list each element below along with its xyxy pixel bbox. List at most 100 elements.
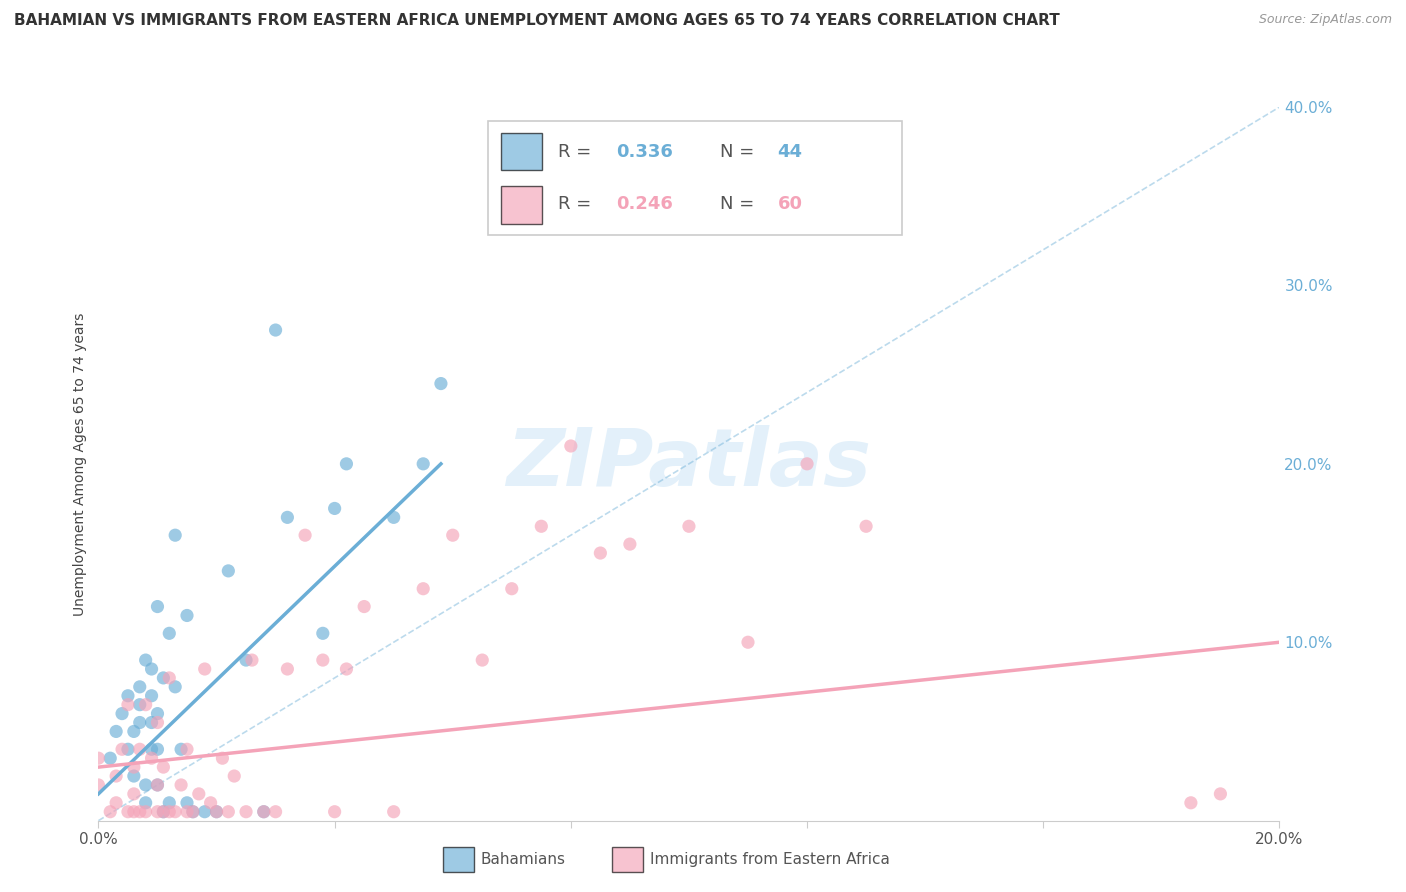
- Point: [117, 742, 139, 756]
- Point: [589, 546, 612, 560]
- Point: [217, 564, 239, 578]
- Point: [264, 805, 287, 819]
- Point: [382, 510, 405, 524]
- Point: [117, 698, 139, 712]
- Point: [235, 653, 257, 667]
- Point: [312, 626, 335, 640]
- Point: [165, 528, 187, 542]
- Point: [135, 698, 157, 712]
- Point: [128, 742, 150, 756]
- Point: [560, 439, 582, 453]
- Point: [211, 751, 233, 765]
- Text: Source: ZipAtlas.com: Source: ZipAtlas.com: [1258, 13, 1392, 27]
- Point: [122, 769, 145, 783]
- Point: [157, 671, 180, 685]
- Point: [105, 724, 128, 739]
- Point: [678, 519, 700, 533]
- Point: [176, 805, 198, 819]
- Point: [135, 805, 157, 819]
- Point: [128, 680, 150, 694]
- Point: [335, 662, 357, 676]
- Point: [157, 626, 180, 640]
- Point: [224, 769, 246, 783]
- Point: [122, 787, 145, 801]
- Point: [217, 805, 239, 819]
- Point: [294, 528, 316, 542]
- Point: [128, 805, 150, 819]
- Point: [165, 680, 187, 694]
- Point: [111, 706, 134, 721]
- Point: [105, 769, 128, 783]
- Point: [235, 805, 257, 819]
- Point: [135, 653, 157, 667]
- Point: [152, 671, 174, 685]
- Point: [152, 760, 174, 774]
- Point: [323, 501, 346, 516]
- Point: [146, 778, 169, 792]
- Point: [205, 805, 228, 819]
- Point: [87, 751, 110, 765]
- Point: [117, 689, 139, 703]
- Point: [141, 715, 163, 730]
- Point: [430, 376, 453, 391]
- Point: [323, 805, 346, 819]
- Point: [122, 805, 145, 819]
- Point: [157, 796, 180, 810]
- Point: [135, 778, 157, 792]
- Point: [141, 751, 163, 765]
- Point: [98, 751, 121, 765]
- Point: [441, 528, 464, 542]
- Point: [205, 805, 228, 819]
- Point: [146, 599, 169, 614]
- Point: [141, 742, 163, 756]
- Point: [737, 635, 759, 649]
- Point: [135, 796, 157, 810]
- Point: [146, 778, 169, 792]
- Point: [796, 457, 818, 471]
- Point: [87, 778, 110, 792]
- Point: [146, 715, 169, 730]
- Point: [157, 805, 180, 819]
- Point: [146, 706, 169, 721]
- Point: [122, 724, 145, 739]
- Point: [128, 698, 150, 712]
- Point: [240, 653, 263, 667]
- Point: [276, 510, 298, 524]
- Point: [194, 805, 217, 819]
- Point: [1180, 796, 1202, 810]
- Point: [253, 805, 276, 819]
- Point: [412, 457, 434, 471]
- Point: [141, 689, 163, 703]
- Point: [117, 805, 139, 819]
- Text: Bahamians: Bahamians: [481, 853, 565, 867]
- Point: [146, 805, 169, 819]
- Point: [471, 653, 494, 667]
- Point: [181, 805, 204, 819]
- Point: [353, 599, 375, 614]
- Point: [200, 796, 222, 810]
- Point: [312, 653, 335, 667]
- Point: [176, 742, 198, 756]
- Point: [855, 519, 877, 533]
- Point: [335, 457, 357, 471]
- Point: [105, 796, 128, 810]
- Point: [152, 805, 174, 819]
- Point: [253, 805, 276, 819]
- Y-axis label: Unemployment Among Ages 65 to 74 years: Unemployment Among Ages 65 to 74 years: [73, 312, 87, 615]
- Point: [152, 805, 174, 819]
- Point: [176, 608, 198, 623]
- Point: [128, 715, 150, 730]
- Text: ZIPatlas: ZIPatlas: [506, 425, 872, 503]
- Point: [187, 787, 209, 801]
- Point: [141, 662, 163, 676]
- Point: [619, 537, 641, 551]
- Point: [181, 805, 204, 819]
- Point: [382, 805, 405, 819]
- Point: [276, 662, 298, 676]
- Text: BAHAMIAN VS IMMIGRANTS FROM EASTERN AFRICA UNEMPLOYMENT AMONG AGES 65 TO 74 YEAR: BAHAMIAN VS IMMIGRANTS FROM EASTERN AFRI…: [14, 13, 1060, 29]
- Point: [176, 796, 198, 810]
- Point: [1209, 787, 1232, 801]
- Point: [165, 805, 187, 819]
- Point: [264, 323, 287, 337]
- Point: [501, 582, 523, 596]
